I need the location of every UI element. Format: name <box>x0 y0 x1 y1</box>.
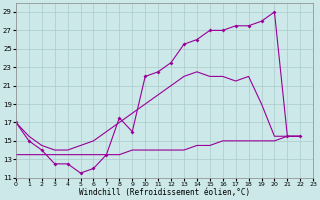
X-axis label: Windchill (Refroidissement éolien,°C): Windchill (Refroidissement éolien,°C) <box>79 188 250 197</box>
